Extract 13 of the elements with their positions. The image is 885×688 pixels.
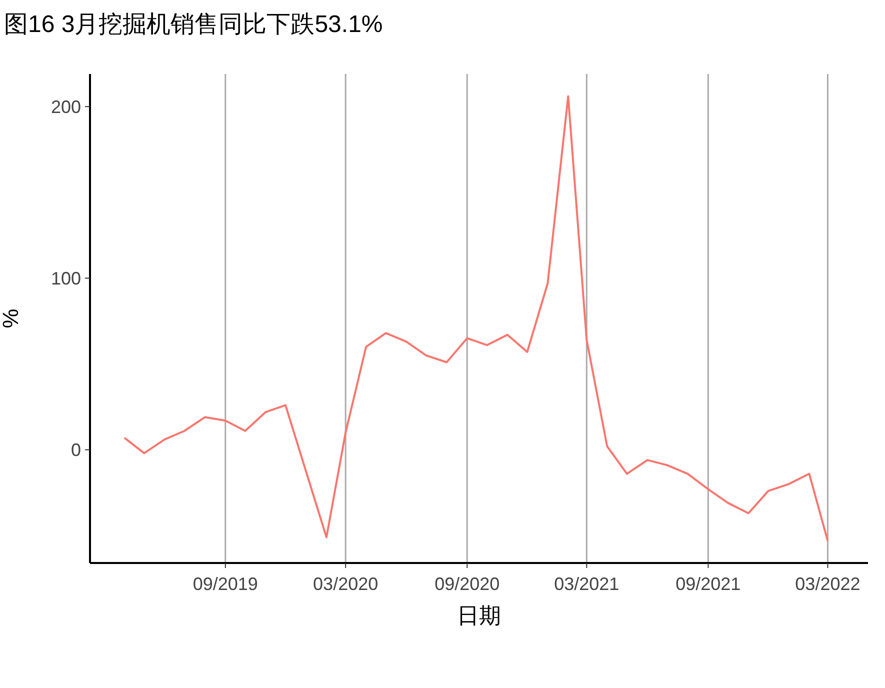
x-tick-label: 09/2020: [434, 574, 500, 594]
y-tick-label: 200: [50, 96, 81, 117]
y-axis-title: %: [0, 308, 23, 328]
x-tick-label: 03/2021: [554, 574, 620, 594]
chart-title: 图16 3月挖掘机销售同比下跌53.1%: [4, 11, 383, 38]
y-tick-label: 0: [70, 440, 81, 460]
line-series: [123, 95, 829, 542]
x-tick-label: 03/2020: [313, 574, 378, 594]
y-tick-label: 100: [50, 268, 81, 288]
x-axis-title: 日期: [457, 603, 501, 628]
x-tick-label: 03/2022: [795, 574, 860, 594]
x-tick-label: 09/2019: [192, 574, 258, 594]
x-tick-label: 09/2021: [676, 574, 741, 594]
